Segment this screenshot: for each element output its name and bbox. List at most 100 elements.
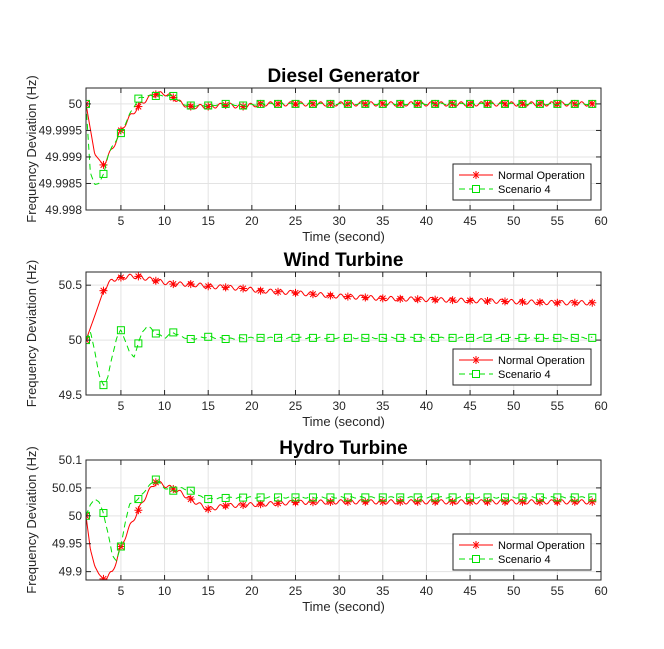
marker-square — [256, 333, 265, 342]
x-tick-label: 20 — [245, 214, 259, 228]
x-tick-label: 60 — [594, 399, 608, 413]
marker-square — [518, 99, 527, 108]
x-tick-label: 10 — [158, 399, 172, 413]
marker-asterisk — [588, 298, 597, 307]
marker-square — [448, 493, 457, 502]
marker-asterisk — [186, 495, 195, 504]
marker-asterisk — [570, 298, 579, 307]
marker-square — [221, 99, 230, 108]
marker-asterisk — [483, 497, 492, 506]
marker-square — [99, 381, 108, 390]
marker-square — [99, 509, 108, 518]
marker-square — [256, 493, 265, 502]
legend-label: Normal Operation — [498, 540, 585, 552]
marker-square — [239, 493, 248, 502]
marker-square — [431, 99, 440, 108]
legend-marker-square — [472, 555, 480, 563]
x-tick-label: 50 — [507, 584, 521, 598]
marker-asterisk — [169, 280, 178, 289]
marker-square — [169, 486, 178, 495]
marker-square — [500, 333, 509, 342]
x-axis-label: Time (second) — [302, 229, 385, 244]
marker-asterisk — [151, 276, 160, 285]
marker-square — [535, 493, 544, 502]
y-tick-label: 49.95 — [52, 537, 82, 551]
marker-square — [483, 333, 492, 342]
x-tick-label: 55 — [551, 584, 565, 598]
legend-marker-square — [472, 370, 480, 378]
legend: Normal Operation Scenario 4 — [452, 348, 592, 386]
y-tick-label: 50.5 — [59, 278, 83, 292]
marker-asterisk — [343, 292, 352, 301]
marker-square — [431, 333, 440, 342]
x-tick-label: 5 — [118, 214, 125, 228]
marker-square — [588, 333, 597, 342]
marker-asterisk — [274, 287, 283, 296]
marker-asterisk — [239, 284, 248, 293]
marker-asterisk — [239, 501, 248, 510]
marker-square — [169, 328, 178, 337]
marker-square — [291, 333, 300, 342]
y-tick-label: 49.998 — [45, 203, 82, 217]
ticks — [86, 88, 602, 211]
marker-square — [326, 99, 335, 108]
marker-square — [448, 333, 457, 342]
x-tick-label: 60 — [594, 584, 608, 598]
marker-square — [291, 493, 300, 502]
marker-asterisk — [448, 497, 457, 506]
marker-square — [151, 91, 160, 100]
marker-asterisk — [570, 497, 579, 506]
marker-asterisk — [308, 290, 317, 299]
marker-square — [116, 542, 125, 551]
marker-square — [361, 99, 370, 108]
x-tick-label: 15 — [202, 584, 216, 598]
marker-square — [553, 333, 562, 342]
marker-square — [221, 493, 230, 502]
marker-asterisk — [413, 497, 422, 506]
x-tick-label: 10 — [158, 584, 172, 598]
marker-asterisk — [466, 296, 475, 305]
marker-asterisk — [588, 497, 597, 506]
marker-square — [535, 99, 544, 108]
marker-square — [396, 333, 405, 342]
series-line — [86, 480, 593, 580]
series-line — [86, 479, 593, 562]
series-scenario-4 — [86, 325, 597, 390]
marker-asterisk — [151, 478, 160, 487]
marker-square — [151, 329, 160, 338]
axes-box — [85, 459, 602, 581]
y-tick-label: 49.9995 — [39, 123, 83, 137]
marker-asterisk — [413, 99, 422, 108]
legend-entry: Normal Operation — [459, 540, 585, 552]
legend-entry: Normal Operation — [459, 355, 585, 367]
legend: Normal Operation Scenario 4 — [452, 163, 592, 201]
legend-box — [452, 163, 592, 201]
series-line — [86, 325, 593, 387]
marker-square — [570, 493, 579, 502]
x-axis-label: Time (second) — [302, 599, 385, 614]
x-tick-label: 35 — [376, 214, 390, 228]
marker-asterisk — [361, 293, 370, 302]
marker-square — [291, 99, 300, 108]
y-tick-label: 50.1 — [59, 453, 83, 467]
marker-square — [483, 99, 492, 108]
legend-marker-asterisk — [472, 356, 480, 364]
marker-asterisk — [134, 272, 143, 281]
y-tick-label: 50 — [69, 333, 83, 347]
x-tick-label: 40 — [420, 214, 434, 228]
legend-label: Scenario 4 — [498, 554, 551, 566]
y-axis-label: Frequency Deviation (Hz) — [24, 446, 39, 593]
series-line — [86, 94, 593, 185]
marker-square — [413, 333, 422, 342]
marker-asterisk — [378, 497, 387, 506]
marker-square — [134, 94, 143, 103]
marker-square — [378, 99, 387, 108]
marker-asterisk — [134, 102, 143, 111]
marker-square — [99, 169, 108, 178]
legend-entry: Scenario 4 — [459, 554, 551, 566]
marker-square — [553, 493, 562, 502]
marker-asterisk — [186, 102, 195, 111]
axes-box — [85, 271, 602, 396]
marker-asterisk — [308, 99, 317, 108]
marker-asterisk — [256, 500, 265, 509]
